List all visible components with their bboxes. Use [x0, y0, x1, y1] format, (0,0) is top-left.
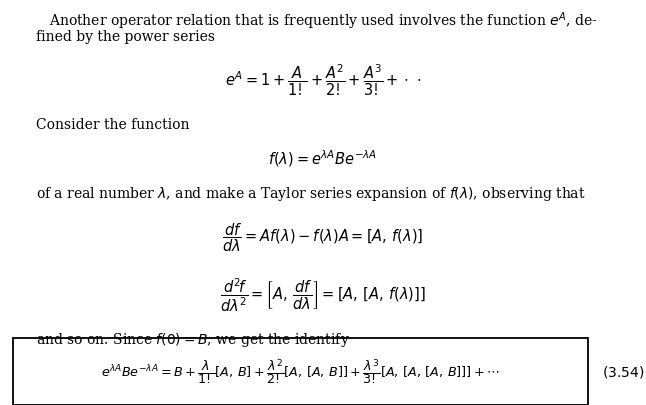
- Text: of a real number $\lambda$, and make a Taylor series expansion of $f(\lambda)$, : of a real number $\lambda$, and make a T…: [36, 184, 585, 202]
- Text: Another operator relation that is frequently used involves the function $e^{A}$,: Another operator relation that is freque…: [48, 10, 598, 32]
- Text: $e^{A} = 1 + \dfrac{A}{1!} + \dfrac{A^2}{2!} + \dfrac{A^3}{3!} + \cdot\,\cdot$: $e^{A} = 1 + \dfrac{A}{1!} + \dfrac{A^2}…: [225, 63, 421, 98]
- Text: $\dfrac{d^2\!f}{d\lambda^2} = \left[A,\, \dfrac{df}{d\lambda}\right] = [A,\, [A,: $\dfrac{d^2\!f}{d\lambda^2} = \left[A,\,…: [220, 275, 426, 313]
- Text: $\dfrac{df}{d\lambda} = Af(\lambda) - f(\lambda)A = [A,\, f(\lambda)]$: $\dfrac{df}{d\lambda} = Af(\lambda) - f(…: [222, 221, 424, 253]
- Text: $f(\lambda) = e^{\lambda A}Be^{-\lambda A}$: $f(\lambda) = e^{\lambda A}Be^{-\lambda …: [269, 148, 377, 168]
- Text: Consider the function: Consider the function: [36, 117, 189, 131]
- Text: $(3.54)$: $(3.54)$: [602, 363, 645, 379]
- FancyBboxPatch shape: [13, 338, 588, 405]
- Text: and so on. Since $f(0) = B$, we get the identify: and so on. Since $f(0) = B$, we get the …: [36, 330, 349, 348]
- Text: fined by the power series: fined by the power series: [36, 30, 214, 44]
- Text: $e^{\lambda A}Be^{-\lambda A} = B + \dfrac{\lambda}{1!}[A,\,B] + \dfrac{\lambda^: $e^{\lambda A}Be^{-\lambda A} = B + \dfr…: [101, 357, 500, 386]
